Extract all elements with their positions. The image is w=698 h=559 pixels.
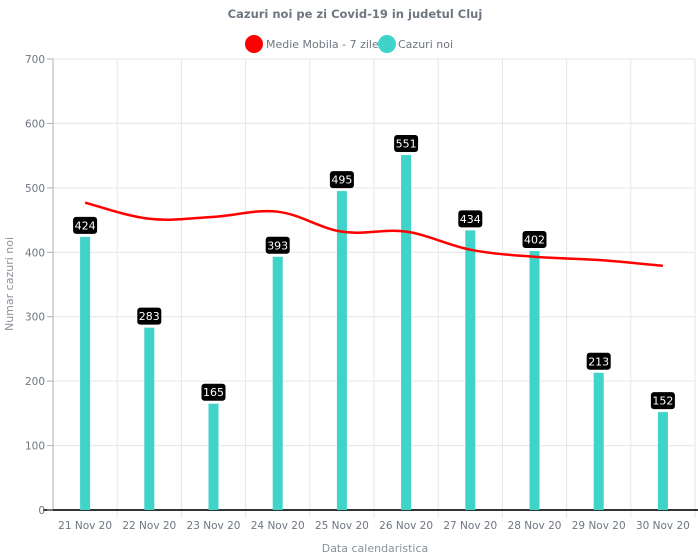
x-tick-label: 26 Nov 20 [379,520,433,532]
bar[interactable] [401,154,412,510]
y-tick-label: 200 [25,376,45,388]
bar[interactable] [208,403,219,510]
data-label-bg [522,230,547,248]
data-label-bg [329,171,354,189]
x-tick-label: 21 Nov 20 [58,520,112,532]
y-tick-label: 0 [38,505,45,517]
y-tick-label: 400 [25,247,45,259]
bar[interactable] [529,250,540,511]
legend-marker-moving-average [245,35,263,53]
data-label-text: 551 [396,137,417,150]
x-axis-label: Data calendaristica [322,542,429,555]
x-tick-label: 24 Nov 20 [251,520,305,532]
data-label: 283 [137,307,162,325]
legend-label-moving-average: Medie Mobila - 7 zile [266,38,379,51]
data-label: 402 [522,230,547,248]
data-label: 152 [650,392,675,410]
data-label-text: 165 [203,386,224,399]
data-label-bg [458,210,483,228]
data-label-bg [137,307,162,325]
y-tick-label: 600 [25,118,45,130]
x-tick-label: 23 Nov 20 [187,520,241,532]
x-tick-label: 29 Nov 20 [572,520,626,532]
data-label-text: 393 [267,239,288,252]
data-label-text: 495 [331,174,352,187]
data-label: 424 [73,216,98,234]
y-axis-label: Numar cazuri noi [3,237,16,331]
data-label: 434 [458,210,483,228]
x-tick-label: 28 Nov 20 [508,520,562,532]
data-label: 213 [586,352,611,370]
moving-average-line[interactable] [84,201,664,268]
data-label: 551 [394,134,419,152]
bar[interactable] [336,191,347,511]
data-label-text: 152 [652,395,673,408]
x-tick-label: 30 Nov 20 [636,520,690,532]
x-axis-ticks: 21 Nov 20 22 Nov 20 23 Nov 20 24 Nov 20 25 N… [58,520,690,532]
data-label-text: 424 [75,219,96,232]
bar-series [80,154,668,511]
y-tick-label: 300 [25,312,45,324]
y-tick-label: 100 [25,441,45,453]
data-label-text: 213 [588,355,609,368]
data-label-bg [201,383,226,401]
data-label-bg [265,236,290,254]
legend-item-new-cases[interactable]: Cazuri noi [378,35,453,53]
bar[interactable] [144,327,155,510]
bar[interactable] [80,236,91,510]
data-labels: 424 283 165 393 495 551 434 402 213 152 [73,134,675,410]
data-label-bg [586,352,611,370]
legend-marker-new-cases [378,35,396,53]
data-label-bg [394,134,419,152]
chart-title: Cazuri noi pe zi Covid-19 in judetul Clu… [228,7,483,21]
bar[interactable] [272,256,283,510]
x-tick-label: 22 Nov 20 [122,520,176,532]
legend-item-moving-average[interactable]: Medie Mobila - 7 zile [245,35,379,53]
data-label-text: 402 [524,233,545,246]
x-tick-label: 25 Nov 20 [315,520,369,532]
data-label-bg [650,392,675,410]
bar[interactable] [657,412,668,510]
y-axis-ticks: 0 100 200 300 400 500 600 700 [25,54,53,517]
data-label: 165 [201,383,226,401]
bar[interactable] [465,230,476,510]
line-series [84,201,664,268]
y-tick-label: 700 [25,54,45,66]
y-tick-label: 500 [25,183,45,195]
x-tick-label: 27 Nov 20 [443,520,497,532]
data-label-text: 283 [139,310,160,323]
bar[interactable] [593,372,604,510]
legend-label-new-cases: Cazuri noi [398,38,453,51]
data-label: 393 [265,236,290,254]
data-label-text: 434 [460,213,481,226]
data-label: 495 [329,171,354,189]
data-label-bg [73,216,98,234]
legend[interactable]: Medie Mobila - 7 zile Cazuri noi [245,35,453,53]
